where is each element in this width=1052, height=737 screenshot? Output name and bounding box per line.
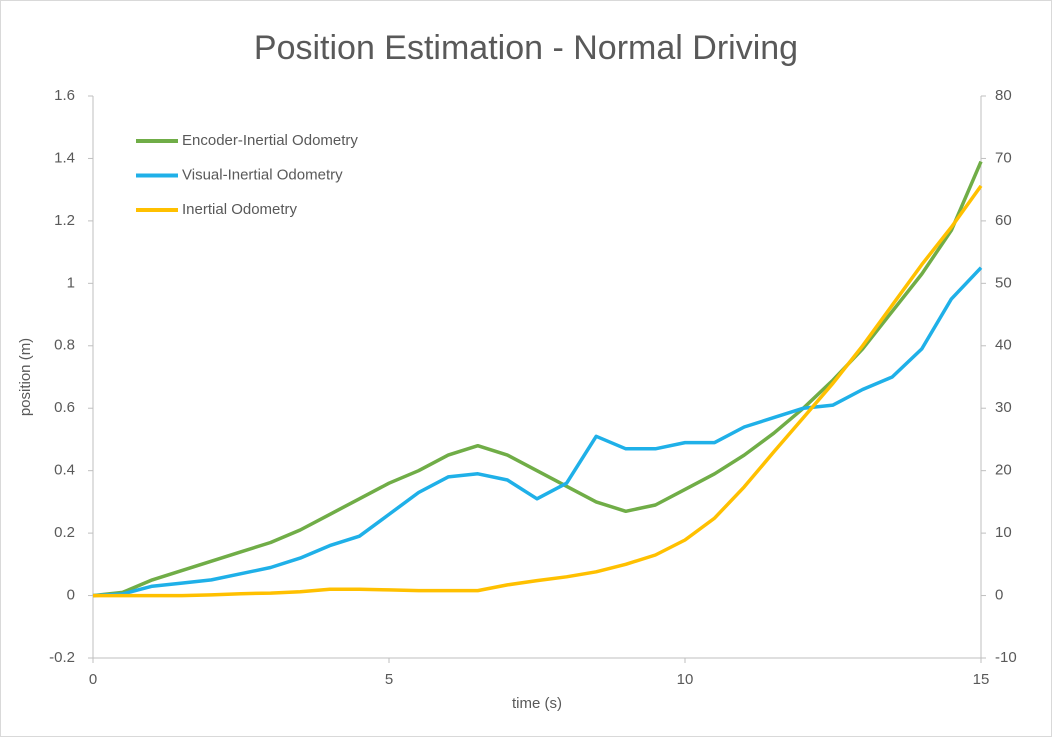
y2-tick-label: 80 — [995, 87, 1012, 104]
y2-tick-label: -10 — [995, 649, 1017, 666]
series-line — [92, 160, 983, 598]
legend-label: Visual-Inertial Odometry — [182, 166, 343, 183]
series-line — [92, 266, 983, 598]
series-line — [93, 184, 983, 598]
y-tick-label: 0 — [67, 587, 75, 604]
y-tick-label: -0.2 — [49, 649, 75, 666]
y2-tick-label: 30 — [995, 399, 1012, 416]
y-tick-label: 1.2 — [54, 212, 75, 229]
legend-label: Inertial Odometry — [182, 201, 298, 218]
y2-tick-label: 60 — [995, 212, 1012, 229]
y-tick-label: 1.4 — [54, 149, 75, 166]
y2-tick-label: 20 — [995, 462, 1012, 479]
y-tick-label: 1.6 — [54, 87, 75, 104]
y-tick-label: 1 — [67, 274, 75, 291]
y2-tick-label: 0 — [995, 587, 1003, 604]
x-tick-label: 5 — [385, 671, 393, 688]
y-tick-label: 0.6 — [54, 399, 75, 416]
y2-tick-label: 70 — [995, 149, 1012, 166]
x-axis-label: time (s) — [512, 695, 562, 712]
y-tick-label: 0.2 — [54, 524, 75, 541]
y2-tick-label: 10 — [995, 524, 1012, 541]
y2-tick-label: 50 — [995, 274, 1012, 291]
y-tick-label: 0.4 — [54, 462, 75, 479]
chart-title: Position Estimation - Normal Driving — [254, 29, 798, 67]
y-axis-label: position (m) — [17, 338, 34, 416]
y-tick-label: 0.8 — [54, 337, 75, 354]
x-tick-label: 10 — [677, 671, 694, 688]
x-tick-label: 15 — [973, 671, 990, 688]
legend-label: Encoder-Inertial Odometry — [182, 132, 358, 149]
y2-tick-label: 40 — [995, 337, 1012, 354]
x-tick-label: 0 — [89, 671, 97, 688]
